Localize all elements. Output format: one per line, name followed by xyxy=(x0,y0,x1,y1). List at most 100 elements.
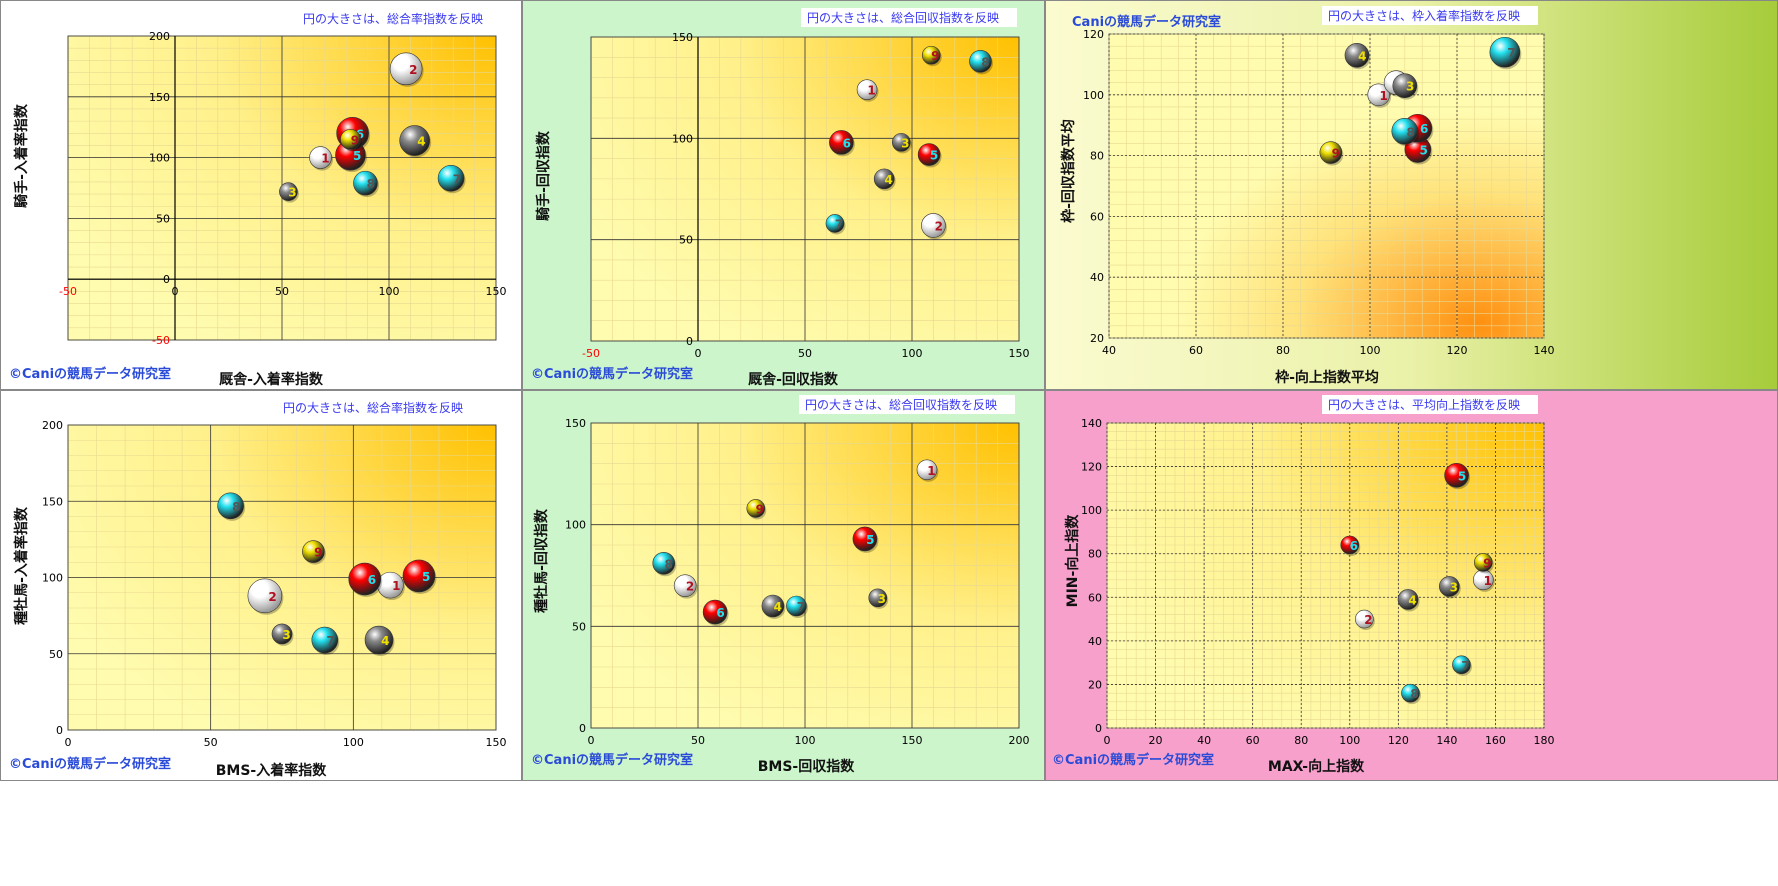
bubble-circle xyxy=(921,45,941,65)
bubble-label: 1 xyxy=(1379,89,1387,103)
bubble-circle xyxy=(1391,117,1419,145)
bubble-3: 3 xyxy=(891,133,912,154)
scatter-chart-2: -50 0 50 100 150 0 50 100 150 1 2 3 4 5 6 7 8 9 xyxy=(582,31,1030,360)
bubble-label: 6 xyxy=(1350,539,1358,553)
chart-note-1: 円の大きさは、総合率指数を反映 xyxy=(303,12,484,26)
x-axis-label-5: BMS-回収指数 xyxy=(757,759,855,775)
x-tick-label: 100 xyxy=(343,736,364,749)
bubble-4: 4 xyxy=(364,625,395,657)
x-tick-label: 150 xyxy=(486,736,507,749)
bubble-label: 6 xyxy=(1420,122,1428,136)
y-tick-label: 60 xyxy=(1088,591,1102,604)
bubble-circle xyxy=(1474,553,1493,572)
bubble-circle xyxy=(1401,683,1420,703)
scatter-chart-6: 0 20 40 60 80 100 120 140 160 180 0 20 40 60 80 100 120 1… xyxy=(1081,417,1555,747)
bubble-circle xyxy=(402,559,436,593)
y-tick-label: 100 xyxy=(1081,504,1102,517)
y-tick-label: 50 xyxy=(49,648,63,661)
bubble-7: 7 xyxy=(1452,655,1472,676)
y-tick-label: 50 xyxy=(572,620,586,633)
chart-panel-3: 40608010012014020406080100120123456789 C… xyxy=(1045,0,1778,390)
bubble-1: 1 xyxy=(377,571,405,601)
x-tick-label: 0 xyxy=(588,734,595,747)
bubble-label: 5 xyxy=(1458,469,1466,483)
bubble-label: 8 xyxy=(1406,125,1414,139)
bubble-label: 5 xyxy=(866,533,874,547)
y-tick-label: 200 xyxy=(42,419,63,432)
chart-note-2: 円の大きさは、総合回収指数を反映 xyxy=(801,8,1017,27)
bubble-circle xyxy=(437,164,465,192)
bubble-circle xyxy=(746,499,766,518)
bubble-circle xyxy=(852,526,878,552)
x-tick-label: -50 xyxy=(59,285,77,298)
y-tick-label: -50 xyxy=(152,334,170,347)
chart-panel-5: 0 50 100 150 200 0 50 100 150 1 2 3 4 5 6 7 8 9 円の大きさは、総合… xyxy=(522,390,1045,781)
x-axis-label-4: BMS-入着率指数 xyxy=(215,763,327,779)
bubble-8: 8 xyxy=(969,50,993,75)
scatter-chart-5: 0 50 100 150 200 0 50 100 150 1 2 3 4 5 6 7 8 9 xyxy=(565,417,1030,747)
bubble-circle xyxy=(1355,609,1374,629)
x-tick-label: 140 xyxy=(1436,734,1457,747)
x-axis-label-3: 枠-向上指数平均 xyxy=(1275,370,1379,386)
credit-text-5: ©Caniの競馬データ研究室 xyxy=(531,753,694,768)
bubble-6: 6 xyxy=(1340,535,1361,556)
bubble-label: 7 xyxy=(797,600,805,614)
bubble-label: 4 xyxy=(417,135,425,149)
y-axis-label-5: 種牡馬-回収指数 xyxy=(534,509,550,613)
bubble-4: 4 xyxy=(1344,42,1371,70)
bubble-label: 9 xyxy=(1332,147,1340,161)
x-tick-label: 40 xyxy=(1102,344,1116,357)
y-tick-label: 100 xyxy=(42,572,63,585)
bubble-label: 6 xyxy=(843,136,851,150)
bubble-label: 3 xyxy=(288,186,296,200)
x-tick-label: -50 xyxy=(582,347,600,360)
bubble-label: 9 xyxy=(931,49,939,63)
bubble-label: 9 xyxy=(1483,556,1491,570)
chart-note-5: 円の大きさは、総合回収指数を反映 xyxy=(799,395,1015,414)
x-tick-label: 100 xyxy=(902,347,923,360)
bubble-7: 7 xyxy=(786,595,808,618)
y-axis-label-4: 種牡馬-入着率指数 xyxy=(14,507,30,625)
bubble-4: 4 xyxy=(873,168,896,191)
bubble-3: 3 xyxy=(1439,576,1461,599)
x-tick-label: 50 xyxy=(691,734,705,747)
y-tick-label: 200 xyxy=(149,30,170,43)
bubble-6: 6 xyxy=(829,130,855,157)
chart-panel-4: 0 50 100 150 0 50 100 150 200 1 2 3 4 5 6 7 8 9 円の大きさは、総合… xyxy=(0,390,522,781)
bubble-circle xyxy=(1452,655,1471,675)
bubble-circle xyxy=(340,129,361,150)
bubble-circle xyxy=(891,133,911,152)
bubble-circle xyxy=(1367,83,1391,107)
bubble-circle xyxy=(311,626,339,654)
credit-text-3: Caniの競馬データ研究室 xyxy=(1072,15,1222,30)
chart-panel-2: -50 0 50 100 150 0 50 100 150 1 2 3 4 5 6 7 8 9 円の大きさは、総合… xyxy=(522,0,1045,390)
bubble-1: 1 xyxy=(856,79,879,102)
y-tick-label: 140 xyxy=(1081,417,1102,430)
bubble-circle xyxy=(868,588,888,608)
bubble-circle xyxy=(673,574,697,597)
bubble-label: 2 xyxy=(409,63,417,77)
bubble-circle xyxy=(652,552,676,575)
x-tick-label: 160 xyxy=(1485,734,1506,747)
bubble-4: 4 xyxy=(399,125,432,158)
y-axis-label-1: 騎手-入着率指数 xyxy=(14,104,30,208)
bubble-8: 8 xyxy=(217,492,246,521)
bubble-label: 1 xyxy=(1484,574,1492,588)
y-tick-label: 100 xyxy=(149,152,170,165)
x-tick-label: 150 xyxy=(1009,347,1030,360)
y-tick-label: 80 xyxy=(1090,150,1104,163)
bubble-label: 5 xyxy=(353,149,361,163)
y-tick-label: 0 xyxy=(56,724,63,737)
bubble-circle xyxy=(353,170,378,196)
x-tick-label: 100 xyxy=(795,734,816,747)
credit-text-1: ©Caniの競馬データ研究室 xyxy=(9,367,172,382)
scatter-chart-1: -50 0 50 100 150 -50 0 50 100 150 200 1 2 3 4 5 6 7 8 9 xyxy=(59,30,506,347)
chart-panel-1: -50 0 50 100 150 -50 0 50 100 150 200 1 2 3 4 5 6 7 8 9 円の大… xyxy=(0,0,522,390)
chart-panel-6: 0 20 40 60 80 100 120 140 160 180 0 20 40 60 80 100 120 1… xyxy=(1045,390,1778,781)
bubble-1: 1 xyxy=(1367,83,1392,108)
bubble-label: 4 xyxy=(885,173,893,187)
bubble-2: 2 xyxy=(247,578,284,615)
bubble-circle xyxy=(969,50,992,73)
y-tick-label: 150 xyxy=(149,91,170,104)
y-tick-label: 0 xyxy=(579,722,586,735)
